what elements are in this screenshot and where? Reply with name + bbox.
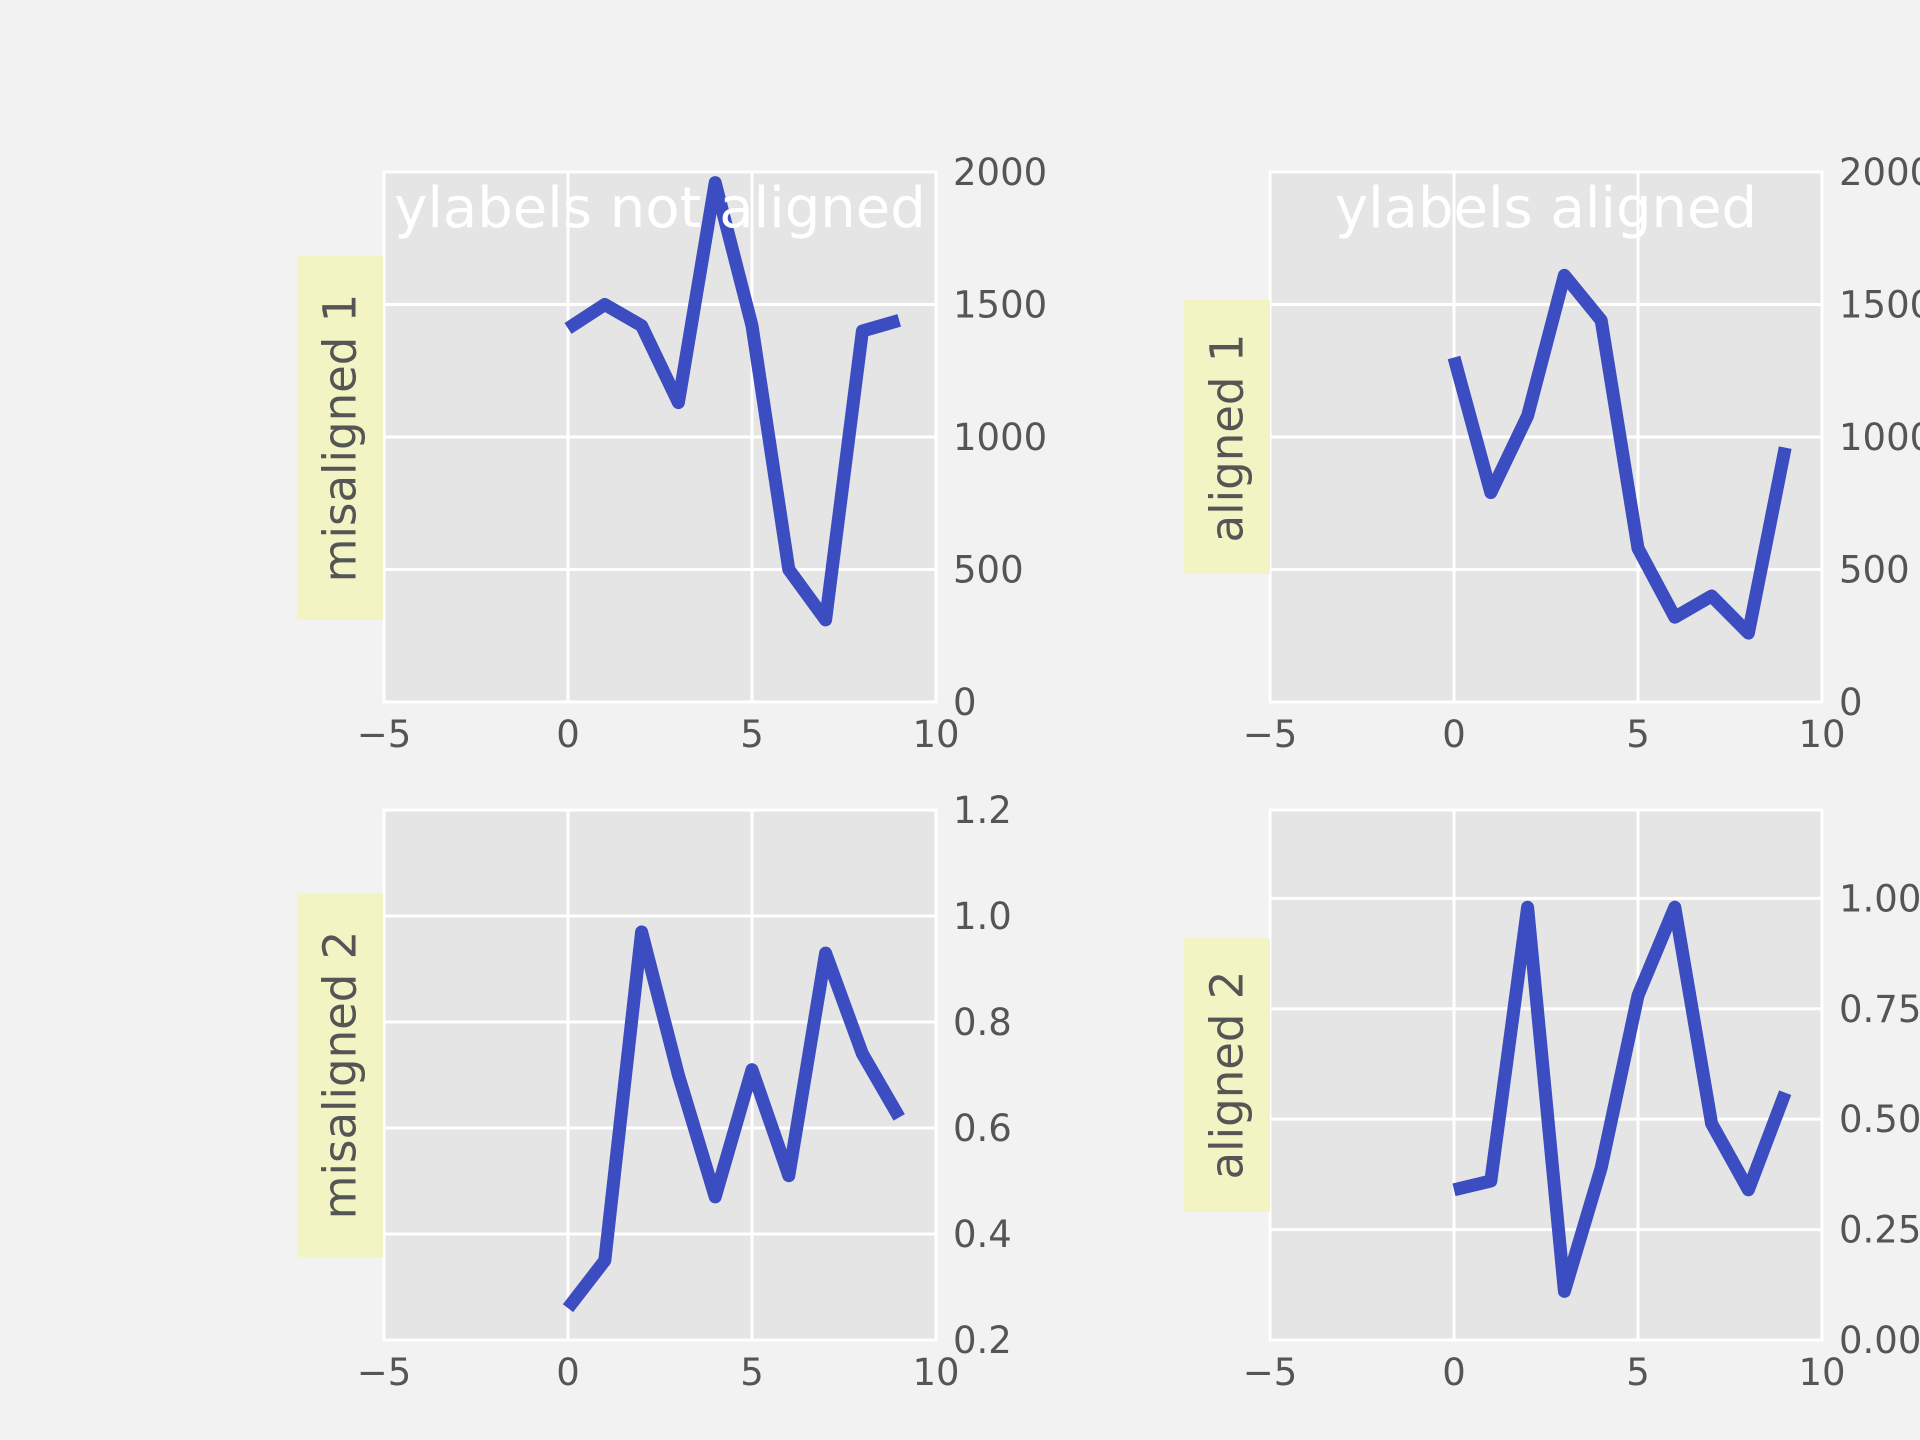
series-line — [1447, 268, 1792, 640]
data-point — [1637, 995, 1639, 997]
x-tick-label: 0 — [1442, 1351, 1466, 1394]
y-axis-label: aligned 2 — [1201, 971, 1254, 1180]
data-point — [825, 619, 827, 621]
data-point — [898, 1116, 900, 1118]
data-point — [1600, 319, 1602, 321]
data-point — [641, 325, 643, 327]
axes-frame — [382, 808, 938, 1342]
data-point — [641, 931, 643, 933]
data-point — [1711, 595, 1713, 597]
data-point — [825, 952, 827, 954]
data-point — [1784, 1092, 1786, 1094]
data-point — [1600, 1167, 1602, 1169]
y-tick-label: 500 — [953, 549, 1024, 592]
data-point — [751, 1069, 753, 1071]
y-tick-label: 0.2 — [953, 1319, 1012, 1362]
data-point — [604, 1260, 606, 1262]
x-tick-label: 5 — [1626, 1351, 1650, 1394]
y-tick-label: 1500 — [1839, 284, 1920, 327]
data-point — [1490, 1180, 1492, 1182]
data-point — [1674, 906, 1676, 908]
ylabel-box — [297, 256, 383, 620]
y-tick-label: 0.50 — [1839, 1098, 1920, 1141]
y-tick-label: 0 — [953, 681, 977, 724]
data-point — [1453, 357, 1455, 359]
y-axis-label: misaligned 1 — [314, 294, 367, 583]
data-point — [861, 1053, 863, 1055]
x-tick-label: 10 — [912, 1351, 959, 1394]
subplot-title: ylabels aligned — [1335, 176, 1757, 241]
y-tick-label: 1.2 — [953, 789, 1012, 832]
x-tick-label: −5 — [357, 1351, 412, 1394]
data-point — [898, 319, 900, 321]
y-tick-label: 2000 — [1839, 151, 1920, 194]
data-point — [1637, 547, 1639, 549]
data-point — [788, 1175, 790, 1177]
x-tick-label: −5 — [1243, 713, 1298, 756]
data-point — [1453, 1189, 1455, 1191]
data-point — [1563, 1290, 1565, 1292]
subplot-4: −5 0 5 100.00 0.25 0.50 0.75 1.00 aligned 2 — [1184, 808, 1920, 1394]
data-point — [1784, 447, 1786, 449]
x-tick-label: 5 — [740, 1351, 764, 1394]
y-tick-label: 500 — [1839, 549, 1910, 592]
y-tick-label: 1000 — [1839, 416, 1920, 459]
y-tick-label: 0.00 — [1839, 1319, 1920, 1362]
x-tick-label: 10 — [912, 713, 959, 756]
data-point — [1490, 492, 1492, 494]
series-line — [1452, 900, 1792, 1298]
y-tick-label: 0.4 — [953, 1213, 1012, 1256]
data-point — [751, 325, 753, 327]
y-tick-label: 0.75 — [1839, 988, 1920, 1031]
data-point — [1747, 632, 1749, 634]
data-point — [1747, 1189, 1749, 1191]
y-axis-label: aligned 1 — [1201, 334, 1254, 543]
series-line — [564, 176, 901, 627]
data-point — [1527, 906, 1529, 908]
y-tick-label: 0.25 — [1839, 1209, 1920, 1252]
axes-background — [384, 810, 936, 1340]
x-tick-label: 5 — [740, 713, 764, 756]
y-tick-label: 2000 — [953, 151, 1047, 194]
y-tick-label: 1.00 — [1839, 877, 1920, 920]
x-tick-label: −5 — [1243, 1351, 1298, 1394]
data-point — [1674, 616, 1676, 618]
ylabel-box — [1184, 938, 1270, 1212]
data-point — [677, 1074, 679, 1076]
y-tick-label: 0.6 — [953, 1107, 1012, 1150]
y-axis-label: misaligned 2 — [314, 931, 367, 1220]
x-tick-label: 10 — [1798, 713, 1845, 756]
y-tick-label: 1500 — [953, 284, 1047, 327]
subplot-3: −5 0 5 100.2 0.4 0.6 0.8 1.0 1.2 misaligned 2 — [297, 789, 1012, 1394]
axes-frame — [382, 170, 938, 704]
data-point — [1711, 1123, 1713, 1125]
x-tick-label: 0 — [556, 713, 580, 756]
data-point — [714, 1196, 716, 1198]
data-point — [788, 569, 790, 571]
subplot-title: ylabels not aligned — [394, 176, 926, 241]
data-point — [604, 304, 606, 306]
data-point — [1527, 415, 1529, 417]
x-tick-label: 5 — [1626, 713, 1650, 756]
y-tick-label: 0 — [1839, 681, 1863, 724]
data-point — [1563, 274, 1565, 276]
y-tick-label: 1.0 — [953, 895, 1012, 938]
x-tick-label: 0 — [556, 1351, 580, 1394]
ylabel-box — [1184, 300, 1270, 574]
x-tick-label: 10 — [1798, 1351, 1845, 1394]
data-point — [567, 1307, 569, 1309]
y-tick-label: 0.8 — [953, 1001, 1012, 1044]
x-tick-label: 0 — [1442, 713, 1466, 756]
data-point — [677, 402, 679, 404]
data-point — [567, 327, 569, 329]
x-tick-label: −5 — [357, 713, 412, 756]
data-point — [861, 330, 863, 332]
y-tick-label: 1000 — [953, 416, 1047, 459]
series-line — [562, 925, 905, 1313]
ylabel-box — [297, 893, 383, 1257]
